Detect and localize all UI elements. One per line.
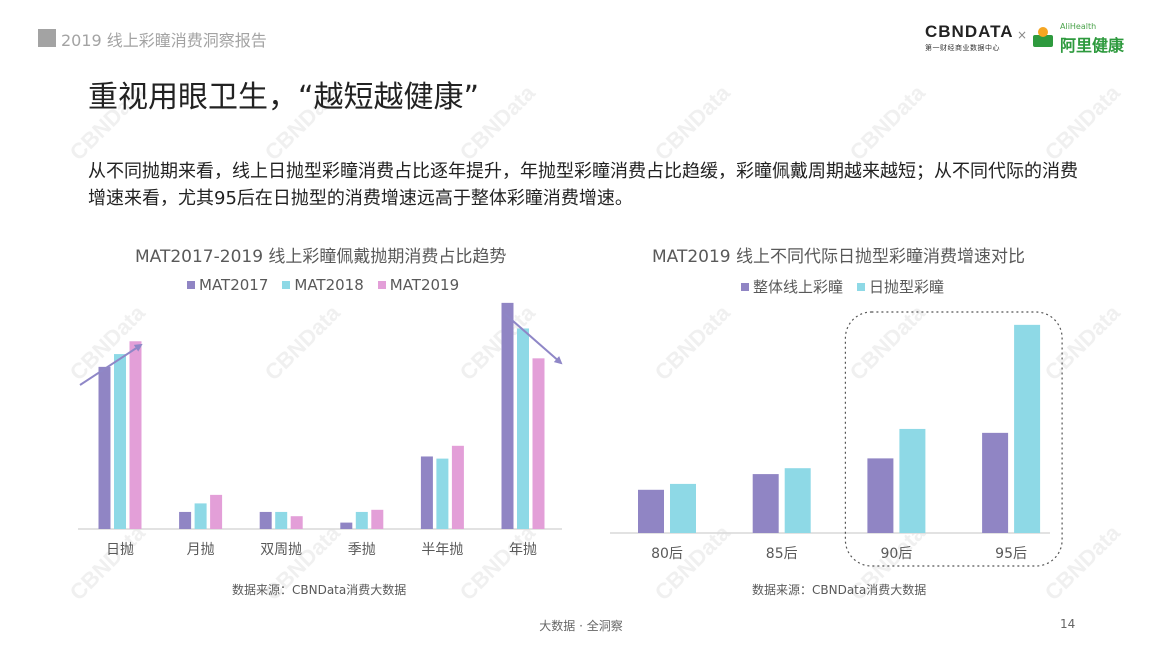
bar [420, 456, 433, 529]
bar [290, 516, 303, 529]
chart1-plot: 日抛 月抛 双周抛 季抛 半年抛 年抛 [78, 302, 563, 558]
bar [1014, 324, 1041, 533]
legend-label: MAT2018 [294, 276, 364, 294]
legend-label: 整体线上彩瞳 [753, 278, 844, 296]
alihealth-mark-icon [1033, 27, 1053, 47]
summary-text: 从不同抛期来看，线上日抛型彩瞳消费占比逐年提升，年抛型彩瞳消费占比趋缓，彩瞳佩戴… [88, 161, 1078, 209]
x-tick-label: 85后 [766, 546, 798, 562]
logo-separator: × [1017, 28, 1028, 42]
bar [371, 509, 384, 529]
bar [355, 511, 368, 529]
footer-tagline: 大数据 · 全洞察 [539, 619, 623, 633]
bar [670, 483, 696, 533]
legend-item: MAT2018 [282, 276, 364, 294]
legend-swatch [857, 282, 866, 291]
legend-item: MAT2017 [187, 276, 268, 294]
chart1-title: MAT2017-2019 线上彩瞳佩戴抛期消费占比趋势 [135, 247, 507, 267]
cbndata-logo-text: CBNDATA [925, 22, 1014, 41]
x-tick-label: 日抛 [106, 542, 134, 558]
highlight-box [844, 311, 1063, 567]
bar [752, 474, 779, 533]
legend-label: MAT2019 [389, 276, 460, 294]
bar [275, 511, 288, 529]
watermark-text: CBNData [1039, 80, 1125, 166]
bar [98, 366, 111, 529]
bar [501, 302, 514, 529]
bar [194, 503, 207, 529]
legend-swatch [377, 281, 386, 289]
x-tick-label: 季抛 [348, 542, 376, 558]
legend-swatch [282, 281, 291, 289]
chart2-legend: 整体线上彩瞳 日抛型彩瞳 [741, 276, 944, 297]
chart2-title: MAT2019 线上不同代际日抛型彩瞳消费增速对比 [652, 247, 1026, 267]
chart2-plot: 80后 85后 90后 95后 [610, 311, 1063, 567]
bar [517, 328, 529, 529]
bar [451, 445, 464, 529]
downtrend-arrow-icon [504, 313, 563, 365]
legend-item: 整体线上彩瞳 [741, 276, 843, 297]
header-marker [38, 29, 56, 47]
chart1-legend: MAT2017 MAT2018 MAT2019 [187, 276, 459, 294]
x-tick-label: 95后 [995, 546, 1027, 562]
legend-item: 日抛型彩瞳 [857, 276, 944, 297]
x-tick-label: 月抛 [187, 542, 215, 558]
x-tick-label: 半年抛 [421, 542, 463, 558]
x-tick-label: 80后 [651, 546, 683, 562]
x-tick-label: 年抛 [509, 542, 537, 558]
bar [899, 428, 926, 533]
cbndata-logo-subtitle: 第一财经商业数据中心 [925, 44, 1000, 52]
bar [867, 458, 894, 533]
bar [784, 468, 811, 533]
legend-label: MAT2017 [199, 276, 269, 294]
watermark-text: CBNData [844, 80, 930, 166]
legend-item: MAT2019 [377, 276, 460, 294]
alihealth-logo-en: AliHealth [1060, 22, 1097, 31]
bar [532, 358, 545, 529]
legend-swatch [741, 282, 749, 291]
bar [340, 522, 353, 529]
page-title: 重视用眼卫生，“越短越健康” [88, 80, 480, 115]
legend-swatch [187, 281, 195, 289]
uptrend-arrow-icon [79, 343, 143, 386]
bar [982, 432, 1009, 533]
bar [638, 489, 664, 533]
chart2-source: 数据来源：CBNData消费大数据 [752, 583, 927, 597]
bar [114, 354, 126, 529]
x-tick-label: 双周抛 [260, 542, 302, 558]
x-tick-label: 90后 [880, 546, 912, 562]
bar [210, 494, 223, 529]
legend-label: 日抛型彩瞳 [869, 278, 945, 296]
alihealth-logo-cn: 阿里健康 [1060, 36, 1125, 55]
report-title: 2019 线上彩瞳消费洞察报告 [61, 31, 267, 50]
page-number: 14 [1060, 617, 1076, 631]
bar [179, 511, 192, 529]
bar [129, 341, 142, 529]
watermark-text: CBNData [649, 80, 735, 166]
bar [436, 458, 449, 529]
chart1-source: 数据来源：CBNData消费大数据 [232, 583, 407, 597]
bar [259, 511, 272, 529]
cbndata-logo: CBNDATA 第一财经商业数据中心 [925, 22, 1014, 53]
